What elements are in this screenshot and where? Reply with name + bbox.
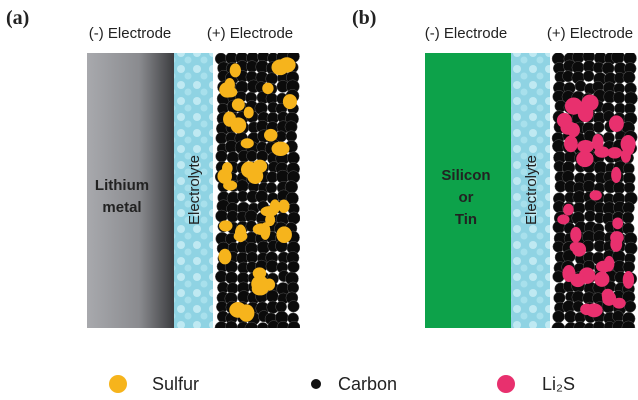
legend-label: Carbon (338, 374, 397, 394)
active-particle (610, 231, 624, 244)
carbon-particle (553, 311, 565, 323)
carbon-particle (276, 301, 287, 312)
legend-swatch (311, 379, 321, 389)
active-particle (272, 142, 290, 156)
active-particle (594, 272, 609, 287)
active-particle (557, 214, 569, 224)
active-particle (611, 167, 621, 183)
anode-label: Silicon (441, 167, 490, 184)
active-particle (229, 302, 246, 318)
active-particle (260, 206, 278, 216)
active-particle (621, 149, 631, 163)
active-particle (276, 226, 291, 243)
electrode-label: (-) Electrode (89, 25, 172, 42)
carbon-particle (216, 210, 228, 222)
carbon-particle (625, 242, 638, 255)
legend-swatch (497, 375, 515, 393)
carbon-particle (216, 150, 228, 162)
carbon-particle (266, 182, 277, 193)
carbon-particle (552, 322, 565, 335)
anode-label: Tin (455, 211, 477, 228)
active-particle (562, 265, 575, 282)
electrolyte-label: Electrolyte (523, 155, 540, 225)
carbon-particle (623, 71, 635, 83)
electrode-label: (+) Electrode (547, 25, 633, 42)
active-particle (563, 204, 574, 216)
diagram: (a) (-) Electrode (+) Electrode Lithium … (0, 0, 638, 400)
active-particle (576, 151, 593, 167)
anode-label: Lithium (95, 177, 149, 194)
carbon-particle (288, 261, 300, 273)
active-particle (586, 303, 603, 317)
active-particle (596, 261, 612, 273)
carbon-particle (288, 321, 300, 333)
carbon-particle (583, 180, 595, 192)
active-particle (578, 104, 594, 122)
carbon-particle (246, 151, 257, 162)
legend-label: Sulfur (152, 374, 199, 394)
carbon-particle (257, 322, 268, 333)
carbon-particle (286, 131, 297, 142)
active-particle (217, 169, 232, 184)
panel-label: (b) (352, 7, 376, 29)
carbon-particle (613, 92, 625, 104)
active-particle (230, 117, 246, 133)
cathode (213, 50, 300, 335)
active-particle (613, 298, 626, 309)
active-particle (609, 115, 624, 132)
active-particle (264, 129, 277, 141)
active-particle (235, 225, 246, 243)
active-particle (260, 222, 270, 240)
legend-swatch (109, 375, 127, 393)
carbon-particle (613, 182, 625, 194)
active-particle (623, 271, 634, 289)
active-particle (564, 136, 578, 153)
active-particle (592, 134, 603, 151)
active-particle (262, 83, 273, 94)
active-particle (612, 217, 623, 229)
active-particle (241, 138, 254, 148)
carbon-particle (622, 212, 634, 224)
active-particle (241, 161, 257, 178)
electrolyte-label: Electrolyte (186, 155, 203, 225)
carbon-particle (593, 121, 604, 132)
carbon-particle (593, 321, 605, 333)
active-particle (219, 220, 232, 231)
cathode (550, 50, 638, 335)
active-particle (232, 98, 245, 111)
carbon-particle (245, 322, 258, 335)
panel-label: (a) (6, 7, 29, 29)
carbon-particle (225, 272, 237, 284)
active-particle (218, 249, 231, 265)
active-particle (219, 82, 235, 97)
active-particle (244, 107, 254, 119)
legend-label: Li₂S (542, 374, 575, 394)
carbon-particle (622, 321, 635, 334)
active-particle (278, 57, 296, 72)
anode-label: or (459, 189, 474, 206)
carbon-particle (583, 70, 594, 81)
active-particle (251, 275, 268, 292)
active-particle (230, 63, 241, 77)
active-particle (278, 200, 289, 213)
electrode-label: (-) Electrode (425, 25, 508, 42)
carbon-particle (611, 50, 624, 63)
carbon-particle (288, 301, 300, 313)
active-particle (590, 190, 602, 200)
active-particle (283, 94, 297, 109)
active-particle (557, 113, 572, 128)
active-particle (570, 242, 582, 252)
anode-label: metal (102, 199, 141, 216)
carbon-particle (225, 321, 237, 333)
carbon-particle (266, 290, 278, 302)
carbon-particle (584, 210, 595, 221)
carbon-particle (236, 180, 249, 193)
carbon-particle (624, 301, 636, 313)
electrode-label: (+) Electrode (207, 25, 293, 42)
active-particle (570, 227, 581, 243)
carbon-particle (277, 321, 289, 333)
carbon-particle (624, 182, 635, 193)
